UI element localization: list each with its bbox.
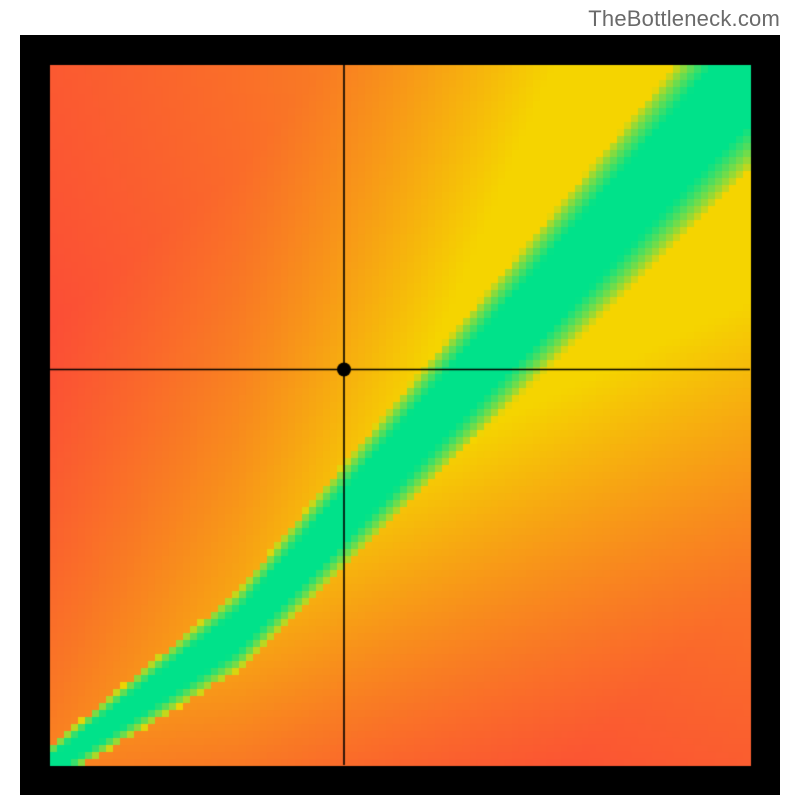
chart-container: TheBottleneck.com — [0, 0, 800, 800]
heatmap-plot — [20, 35, 780, 795]
heatmap-canvas — [20, 35, 780, 795]
watermark-text: TheBottleneck.com — [588, 6, 780, 32]
